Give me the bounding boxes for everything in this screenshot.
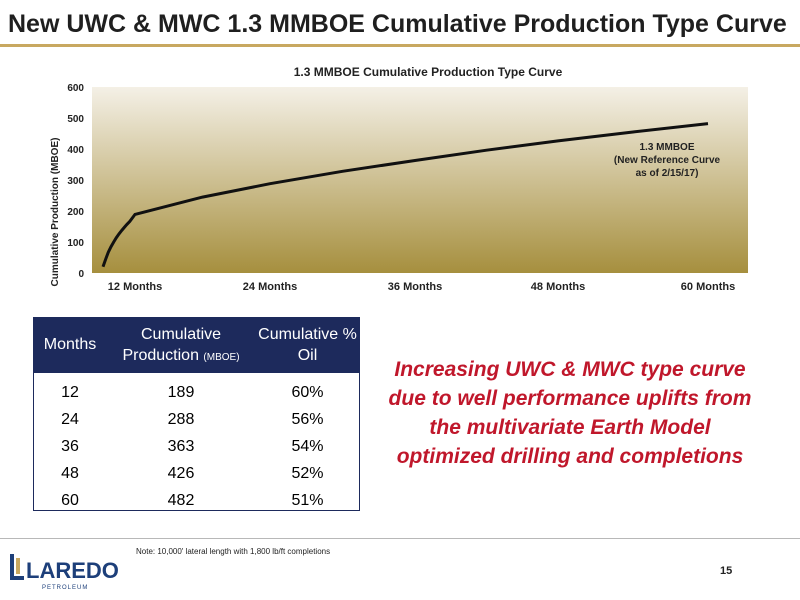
y-tick-label: 300: [67, 176, 84, 187]
footer-rule: [0, 538, 800, 539]
laredo-logo: LAREDO PETROLEUM: [10, 554, 119, 591]
logo-subtitle: PETROLEUM: [42, 585, 88, 591]
x-tick-label: 24 Months: [243, 281, 297, 293]
table-cell: 56%: [291, 410, 324, 428]
curve-annotation: 1.3 MMBOE: [639, 142, 694, 153]
footnote: Note: 10,000' lateral length with 1,800 …: [136, 547, 331, 556]
plot-area: [92, 87, 748, 273]
header-cumulative-production: Cumulative Production (MBOE): [122, 325, 240, 364]
table-cell: 51%: [291, 491, 324, 509]
table-cell: 426: [167, 464, 195, 482]
y-tick-label: 0: [78, 269, 84, 280]
y-tick-label: 600: [67, 83, 84, 94]
header-months: Months: [43, 336, 97, 354]
y-tick-label: 400: [67, 145, 84, 156]
table-cell: 48: [61, 464, 79, 482]
table-cell: 52%: [291, 464, 324, 482]
table-row: 36 363 54%: [34, 433, 359, 460]
title-underline: [0, 44, 800, 47]
logo-wordmark: LAREDO: [26, 558, 119, 583]
x-tick-label: 12 Months: [108, 281, 162, 293]
table-row: 48 426 52%: [34, 460, 359, 487]
y-tick-label: 200: [67, 207, 84, 218]
y-tick-label: 500: [67, 114, 84, 125]
table-header: Months Cumulative Production (MBOE) Cumu…: [34, 318, 359, 373]
table-cell: 288: [167, 410, 195, 428]
callout-text: Increasing UWC & MWC type curve due to w…: [388, 358, 752, 468]
y-tick-label: 100: [67, 238, 84, 249]
table-row: 12 189 60%: [34, 379, 359, 406]
page-number: 15: [720, 565, 733, 577]
x-tick-label: 36 Months: [388, 281, 442, 293]
table-cell: 363: [167, 437, 195, 455]
table-cell: 189: [167, 383, 195, 401]
table-cell: 36: [61, 437, 79, 455]
y-axis-label: Cumulative Production (MBOE): [50, 138, 61, 287]
table-cell: 24: [61, 410, 79, 428]
table-row: 60 482 51%: [34, 487, 359, 514]
table-row: 24 288 56%: [34, 406, 359, 433]
production-table: Months Cumulative Production (MBOE) Cumu…: [33, 317, 360, 511]
table-cell: 60%: [291, 383, 324, 401]
curve-annotation: as of 2/15/17): [636, 168, 699, 179]
table-body: 12 189 60% 24 288 56% 36 363 54% 48 426 52% 60 482 51%: [34, 373, 359, 514]
table-cell: 12: [61, 383, 79, 401]
page-title: New UWC & MWC 1.3 MMBOE Cumulative Produ…: [8, 10, 787, 38]
table-cell: 482: [167, 491, 195, 509]
type-curve-chart: 1.3 MMBOE Cumulative Production Type Cur…: [50, 65, 748, 293]
series-line: [101, 122, 709, 268]
chart-title: 1.3 MMBOE Cumulative Production Type Cur…: [294, 65, 563, 79]
header-cumulative-oil: Cumulative % Oil: [258, 325, 357, 364]
table-cell: 54%: [291, 437, 324, 455]
x-tick-label: 60 Months: [681, 281, 735, 293]
x-tick-label: 48 Months: [531, 281, 585, 293]
curve-annotation: (New Reference Curve: [614, 155, 721, 166]
table-cell: 60: [61, 491, 79, 509]
